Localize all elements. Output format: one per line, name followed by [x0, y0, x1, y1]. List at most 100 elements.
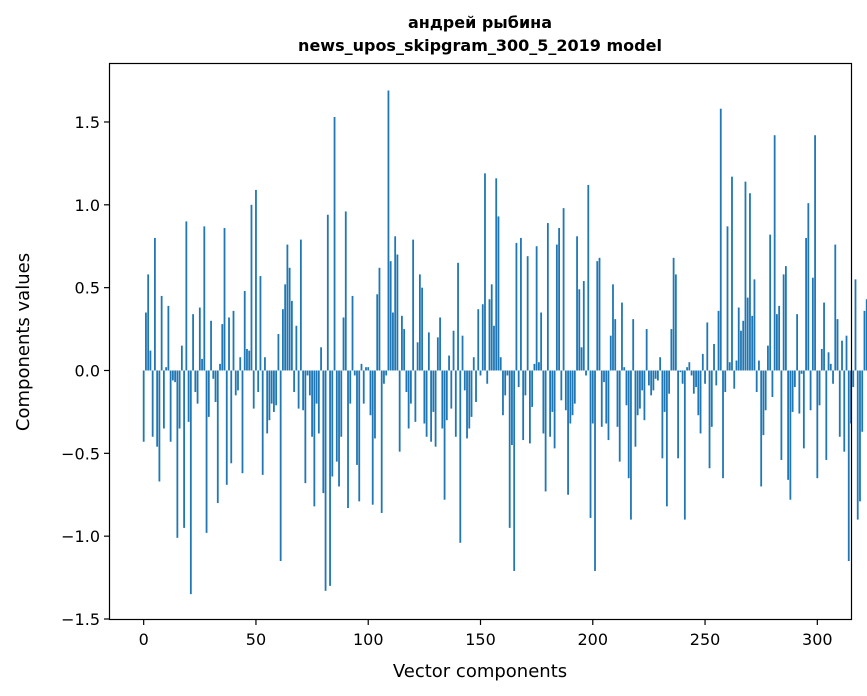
bar-92 — [349, 370, 352, 404]
bar-263 — [733, 370, 736, 389]
bar-147 — [472, 357, 475, 371]
bar-304 — [825, 370, 828, 460]
bar-249 — [701, 353, 704, 371]
x-tick-label: 150 — [465, 630, 496, 649]
bar-120 — [412, 239, 415, 371]
bar-14 — [174, 370, 177, 383]
bar-95 — [356, 370, 358, 465]
bar-59 — [275, 370, 278, 406]
bar-32 — [214, 370, 217, 402]
bar-44 — [241, 370, 244, 474]
bar-175 — [535, 246, 538, 371]
bar-65 — [288, 267, 291, 371]
bar-309 — [836, 319, 839, 371]
bar-286 — [784, 266, 787, 371]
x-tick-label: 50 — [246, 630, 266, 649]
bar-130 — [434, 370, 437, 447]
bar-133 — [441, 370, 444, 429]
bar-69 — [297, 370, 300, 409]
bar-114 — [398, 370, 401, 452]
bar-298 — [811, 277, 814, 371]
bar-127 — [427, 332, 430, 371]
bar-201 — [594, 370, 596, 571]
bar-163 — [508, 370, 511, 528]
bar-86 — [335, 370, 338, 462]
bar-99 — [365, 367, 367, 371]
bar-125 — [423, 370, 426, 424]
bar-296 — [807, 203, 810, 371]
bar-313 — [845, 335, 848, 371]
bar-255 — [715, 370, 718, 386]
bar-218 — [632, 319, 635, 371]
bar-204 — [600, 370, 603, 427]
bar-81 — [324, 370, 327, 591]
bar-16 — [178, 370, 181, 429]
bar-15 — [176, 370, 179, 538]
bar-269 — [746, 297, 749, 371]
bar-51 — [257, 370, 260, 393]
bar-87 — [338, 370, 340, 487]
x-tick-label: 200 — [577, 630, 608, 649]
bar-47 — [248, 350, 251, 371]
bar-31 — [212, 370, 215, 379]
bar-71 — [302, 370, 305, 411]
bar-10 — [165, 367, 168, 371]
bar-279 — [769, 234, 772, 371]
bar-235 — [670, 329, 673, 371]
bar-178 — [542, 370, 545, 434]
bar-174 — [533, 363, 536, 371]
bar-22 — [192, 314, 194, 371]
bar-93 — [351, 295, 354, 371]
bar-48 — [250, 204, 253, 371]
bar-243 — [688, 362, 691, 371]
bar-305 — [827, 352, 830, 371]
bar-225 — [648, 370, 650, 386]
bar-215 — [625, 370, 628, 406]
bar-294 — [802, 370, 805, 449]
bar-266 — [740, 330, 742, 371]
bar-307 — [832, 370, 834, 384]
bar-212 — [618, 370, 621, 462]
bar-77 — [315, 370, 318, 404]
y-tick-label: −0.5 — [61, 444, 100, 463]
bar-177 — [540, 312, 543, 371]
bar-115 — [401, 315, 403, 371]
bar-12 — [169, 370, 172, 442]
bar-141 — [459, 370, 462, 543]
bar-299 — [814, 135, 816, 371]
bar-36 — [223, 228, 226, 371]
bar-11 — [167, 305, 170, 371]
bar-290 — [793, 370, 796, 388]
bar-219 — [634, 370, 637, 447]
bar-245 — [692, 370, 695, 394]
bar-111 — [392, 312, 394, 371]
bar-119 — [409, 370, 412, 404]
bar-94 — [353, 370, 356, 376]
x-tick-label: 0 — [139, 630, 149, 649]
bar-224 — [645, 329, 648, 371]
bar-76 — [313, 370, 316, 507]
bar-72 — [304, 370, 307, 484]
bar-233 — [665, 370, 668, 507]
bar-226 — [650, 370, 653, 396]
bar-150 — [479, 370, 482, 376]
bar-52 — [259, 276, 262, 371]
bar-13 — [171, 370, 174, 381]
bar-40 — [232, 310, 235, 371]
bar-311 — [841, 340, 843, 371]
bar-82 — [326, 214, 329, 371]
bar-60 — [277, 334, 280, 371]
bar-121 — [414, 370, 417, 422]
bar-285 — [782, 274, 785, 371]
bar-57 — [270, 370, 273, 404]
bar-234 — [668, 370, 671, 394]
bar-144 — [466, 370, 468, 439]
bar-274 — [758, 360, 760, 371]
bar-242 — [686, 367, 688, 371]
bar-134 — [443, 370, 446, 500]
bar-295 — [805, 237, 807, 371]
bar-284 — [780, 370, 783, 460]
bar-275 — [760, 370, 763, 487]
bar-135 — [445, 370, 448, 421]
bar-167 — [517, 370, 520, 388]
